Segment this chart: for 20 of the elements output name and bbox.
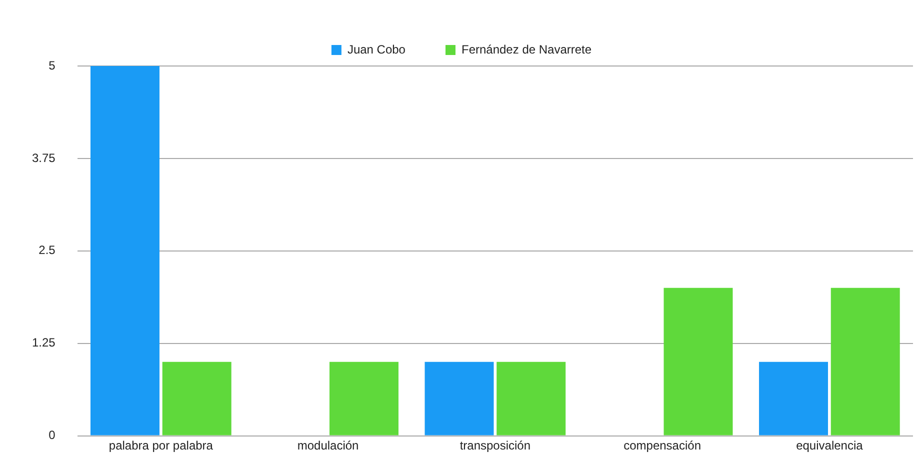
bar — [162, 362, 232, 436]
x-tick-label: equivalencia — [796, 438, 864, 452]
x-tick-label: modulación — [297, 438, 359, 452]
bar — [759, 362, 828, 436]
bar — [329, 362, 398, 436]
bar — [90, 66, 160, 436]
x-tick-label: transposición — [460, 438, 531, 452]
y-tick-label: 0 — [48, 428, 56, 442]
legend-label: Fernández de Navarrete — [461, 42, 592, 56]
x-tick-label: compensación — [624, 438, 701, 452]
y-tick-label: 2.5 — [38, 243, 56, 258]
y-tick-label: 1.25 — [32, 336, 56, 350]
legend-label: Juan Cobo — [347, 42, 406, 56]
bar — [830, 288, 900, 436]
bar — [664, 288, 733, 436]
y-tick-label: 3.75 — [32, 150, 56, 165]
bar — [496, 362, 566, 436]
x-tick-label: palabra por palabra — [108, 438, 214, 452]
bar — [424, 362, 494, 436]
y-tick-label: 5 — [48, 58, 56, 72]
